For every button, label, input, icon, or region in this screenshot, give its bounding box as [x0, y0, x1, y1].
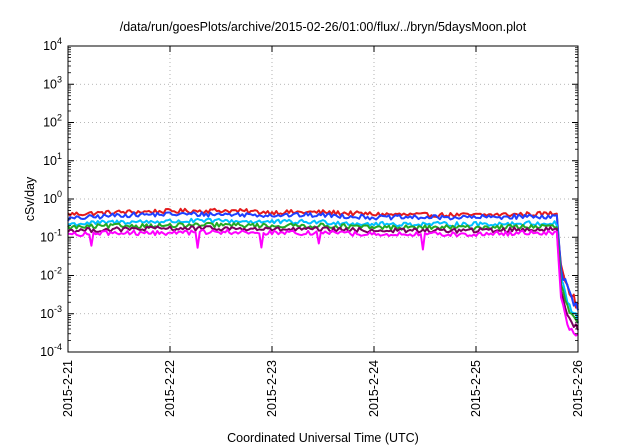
y-tick-label: 10-3 — [40, 304, 62, 321]
y-tick-label: 101 — [43, 151, 62, 168]
series-line-2 — [67, 211, 579, 311]
x-tick-label: 2015-2-21 — [61, 360, 75, 417]
y-tick-label: 103 — [43, 74, 62, 91]
x-tick-label: 2015-2-25 — [469, 360, 483, 417]
series-line-6 — [67, 228, 579, 337]
y-tick-label: 102 — [43, 113, 62, 130]
x-axis-label: Coordinated Universal Time (UTC) — [227, 431, 419, 445]
series-line-4 — [67, 221, 579, 324]
y-tick-label: 10-2 — [40, 266, 62, 283]
y-tick-label: 100 — [43, 189, 62, 206]
y-tick-label: 104 — [43, 36, 62, 53]
x-tick-label: 2015-2-23 — [265, 360, 279, 417]
x-tick-label: 2015-2-22 — [163, 360, 177, 417]
y-tick-label: 10-4 — [40, 342, 62, 359]
y-tick-label: 10-1 — [40, 227, 62, 244]
axis-ticks: 10-4 10-3 10-2 10-1 100 101 102 103 104 2015-2-21… — [40, 36, 585, 417]
x-tick-label: 2015-2-24 — [367, 360, 381, 417]
x-tick-label: 2015-2-26 — [571, 360, 585, 417]
chart-title: /data/run/goesPlots/archive/2015-02-26/0… — [120, 20, 527, 34]
series-line-3 — [68, 217, 579, 324]
series-line-5 — [67, 225, 579, 331]
y-axis-label: cSv/day — [23, 176, 37, 221]
grid — [68, 46, 578, 352]
series-lines — [67, 207, 579, 337]
